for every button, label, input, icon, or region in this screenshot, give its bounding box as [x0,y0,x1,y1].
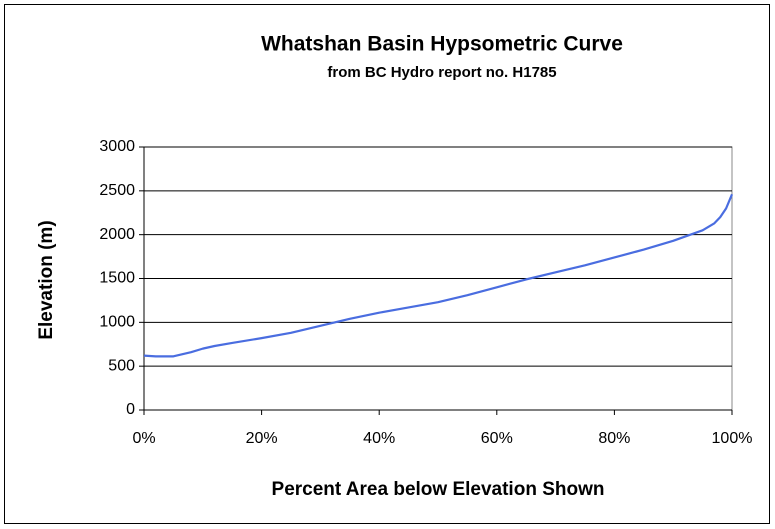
x-tick-label: 0% [132,430,155,447]
data-line [143,193,734,358]
chart-subtitle: from BC Hydro report no. H1785 [327,64,556,81]
y-tick-label: 0 [126,401,135,418]
x-tick-label: 20% [246,430,278,447]
x-tick-label: 100% [712,430,753,447]
y-tick-label: 1500 [99,270,135,287]
y-axis-label: Elevation (m) [36,220,57,339]
y-tick-label: 2500 [99,182,135,199]
y-tick-label: 500 [108,357,135,374]
x-axis-label: Percent Area below Elevation Shown [272,479,605,500]
y-tick-label: 3000 [99,138,135,155]
y-tick-label: 1000 [99,314,135,331]
x-tick-label: 80% [598,430,630,447]
y-tick-label: 2000 [99,226,135,243]
x-tick-label: 60% [481,430,513,447]
x-tick-label: 40% [363,430,395,447]
chart-title: Whatshan Basin Hypsometric Curve [261,33,623,56]
